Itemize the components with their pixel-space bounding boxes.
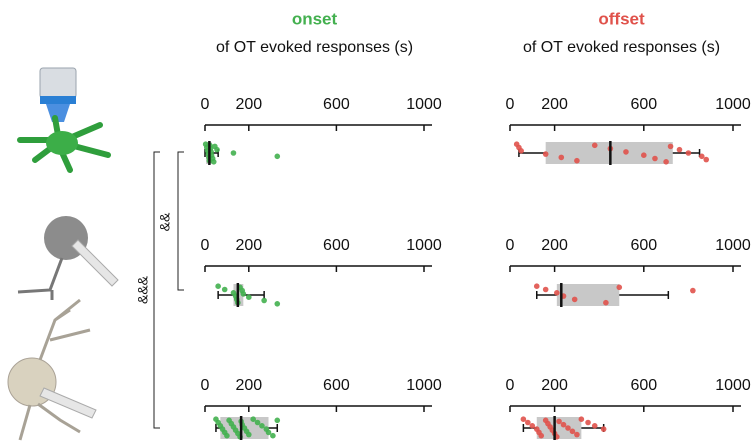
data-point — [518, 148, 524, 154]
data-point — [698, 153, 705, 160]
data-point — [585, 419, 591, 426]
significance-label: &&& — [135, 275, 151, 304]
x-tick-label: 1000 — [715, 377, 751, 394]
x-tick-label: 1000 — [406, 237, 442, 254]
data-point — [224, 432, 230, 439]
data-point — [641, 152, 647, 158]
x-tick-label: 600 — [630, 96, 657, 113]
x-tick-label: 1000 — [406, 96, 442, 113]
x-tick-label: 600 — [630, 237, 657, 254]
illustrations — [7, 67, 119, 441]
data-point — [574, 157, 580, 164]
x-tick-label: 1000 — [406, 377, 442, 394]
data-point — [270, 432, 276, 439]
data-point — [565, 425, 571, 431]
x-tick-label: 200 — [541, 237, 568, 254]
neuron-axon — [17, 257, 64, 300]
data-point — [571, 296, 578, 303]
data-point — [250, 416, 256, 423]
data-point — [685, 150, 692, 156]
data-point — [554, 290, 560, 296]
x-tick-label: 0 — [201, 377, 210, 394]
data-point — [265, 429, 272, 436]
x-tick-label: 200 — [235, 237, 262, 254]
data-point — [652, 155, 658, 162]
column-title: onset — [292, 9, 338, 28]
data-point — [215, 283, 221, 290]
data-point — [274, 417, 281, 424]
data-point — [529, 423, 536, 429]
data-point — [591, 142, 598, 149]
data-point — [578, 416, 585, 423]
objective — [39, 67, 77, 99]
astrocyte-body — [46, 131, 78, 155]
data-point — [261, 297, 267, 304]
x-tick-label: 0 — [201, 237, 210, 254]
data-point — [667, 143, 674, 150]
data-point — [538, 432, 545, 439]
data-point — [560, 421, 567, 428]
x-tick-label: 1000 — [715, 96, 751, 113]
data-point — [240, 291, 247, 297]
data-point — [246, 431, 252, 438]
data-point — [603, 299, 609, 306]
x-tick-label: 0 — [506, 377, 515, 394]
objective-ring — [40, 96, 76, 104]
x-tick-label: 200 — [541, 377, 568, 394]
data-point — [254, 419, 261, 426]
x-tick-label: 0 — [506, 96, 515, 113]
x-tick-label: 600 — [323, 377, 350, 394]
astrocyte-process — [17, 115, 111, 173]
column-title: offset — [598, 9, 645, 28]
neuron-dendrite — [18, 298, 91, 441]
x-tick-label: 600 — [323, 237, 350, 254]
data-point — [230, 150, 237, 156]
bracket — [177, 151, 184, 291]
data-point — [533, 283, 540, 290]
data-point — [703, 156, 710, 163]
data-point — [542, 151, 549, 157]
objective-tip — [46, 104, 70, 122]
column-subtitle: of OT evoked responses (s) — [216, 39, 413, 56]
data-point — [600, 426, 607, 432]
data-point — [210, 159, 217, 165]
data-point — [569, 428, 576, 435]
data-point — [663, 159, 669, 165]
data-point — [574, 431, 580, 438]
box — [556, 284, 620, 306]
data-point — [542, 286, 549, 293]
data-point — [591, 423, 598, 429]
data-point — [558, 154, 565, 161]
x-tick-label: 600 — [323, 96, 350, 113]
x-tick-label: 0 — [201, 96, 210, 113]
significance-label: && — [157, 212, 173, 231]
data-point — [274, 153, 281, 160]
x-tick-label: 1000 — [715, 237, 751, 254]
data-point — [520, 416, 527, 423]
data-point — [676, 146, 683, 153]
data-point — [246, 294, 252, 301]
column-subtitle: of OT evoked responses (s) — [523, 39, 720, 56]
bracket — [153, 151, 160, 429]
x-tick-label: 0 — [506, 237, 515, 254]
x-tick-label: 200 — [235, 377, 262, 394]
x-tick-label: 200 — [235, 96, 262, 113]
data-point — [623, 149, 629, 155]
x-tick-label: 600 — [630, 377, 657, 394]
pipette — [71, 239, 119, 287]
data-point — [525, 419, 531, 426]
data-point — [214, 146, 220, 153]
data-point — [616, 284, 623, 291]
data-point — [274, 301, 281, 307]
data-point — [556, 418, 562, 425]
x-tick-label: 200 — [541, 96, 568, 113]
data-point — [259, 423, 265, 429]
data-point — [221, 286, 228, 293]
data-point — [690, 287, 696, 294]
pipette — [39, 387, 97, 419]
